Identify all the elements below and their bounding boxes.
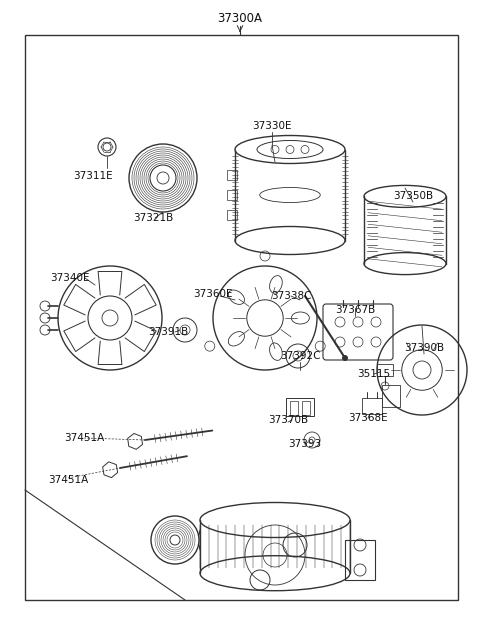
Bar: [345, 540, 375, 580]
Bar: [286, 398, 314, 416]
Text: 37451A: 37451A: [48, 475, 88, 485]
Bar: [227, 190, 237, 200]
Text: 37367B: 37367B: [335, 305, 375, 315]
Text: 37390B: 37390B: [404, 343, 444, 353]
Bar: [302, 401, 310, 415]
Text: 37338C: 37338C: [271, 291, 311, 301]
Text: 37393: 37393: [288, 439, 322, 449]
Bar: [377, 364, 393, 376]
Bar: [290, 401, 298, 415]
Text: 37391B: 37391B: [148, 327, 188, 337]
Bar: [382, 385, 400, 407]
Text: 37392C: 37392C: [280, 351, 320, 361]
Bar: [362, 398, 382, 414]
Bar: [25, 35, 458, 600]
Text: 37350B: 37350B: [393, 191, 433, 201]
Text: 37451A: 37451A: [64, 433, 104, 443]
Text: 37300A: 37300A: [217, 11, 263, 25]
Text: 37311E: 37311E: [73, 171, 113, 181]
Circle shape: [342, 355, 348, 361]
Bar: [227, 170, 237, 180]
Text: 37370B: 37370B: [268, 415, 308, 425]
Text: 37330E: 37330E: [252, 121, 292, 131]
Text: 37321B: 37321B: [133, 213, 173, 223]
Text: 37368E: 37368E: [348, 413, 388, 423]
Bar: [227, 210, 237, 220]
Text: 37360E: 37360E: [193, 289, 233, 299]
Text: 37340E: 37340E: [50, 273, 90, 283]
Text: 35115: 35115: [358, 369, 391, 379]
